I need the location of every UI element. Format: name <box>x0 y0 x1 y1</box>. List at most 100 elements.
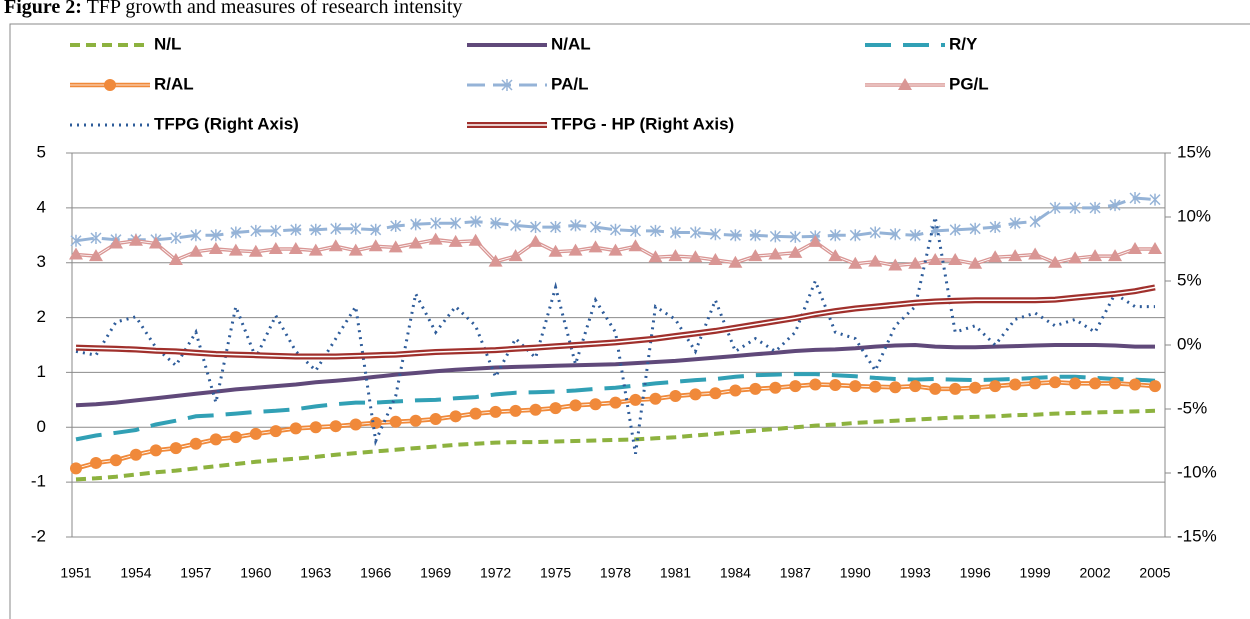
y2-tick-label: -10% <box>1177 462 1217 481</box>
marker <box>669 226 681 239</box>
marker <box>969 381 982 394</box>
marker <box>649 392 662 405</box>
marker <box>350 222 362 235</box>
marker <box>410 218 422 231</box>
y-tick-label: 5 <box>37 142 46 161</box>
marker <box>469 407 482 420</box>
marker <box>1149 193 1161 206</box>
marker <box>629 224 642 237</box>
marker <box>648 250 663 263</box>
marker <box>588 240 603 253</box>
marker <box>1029 377 1042 390</box>
marker <box>1069 377 1082 390</box>
figure-label: Figure 2: <box>4 0 82 18</box>
marker <box>789 230 801 243</box>
marker <box>1048 255 1063 268</box>
marker <box>249 427 262 440</box>
marker <box>328 239 343 252</box>
x-tick-label: 1975 <box>540 565 571 581</box>
marker <box>470 215 482 228</box>
marker <box>269 425 282 438</box>
marker <box>669 390 682 403</box>
marker <box>188 244 203 257</box>
marker <box>104 79 116 91</box>
marker <box>928 252 943 265</box>
marker <box>428 232 443 245</box>
marker <box>609 396 622 409</box>
marker <box>769 381 782 394</box>
marker <box>170 232 182 245</box>
marker <box>510 219 522 232</box>
marker <box>528 234 543 247</box>
marker <box>128 233 143 246</box>
title-text: TFP growth and measures of research inte… <box>87 0 463 18</box>
marker <box>1129 191 1141 204</box>
marker <box>169 442 182 455</box>
marker <box>209 433 222 446</box>
marker <box>549 402 562 415</box>
marker <box>1029 215 1041 228</box>
legend-label: R/AL <box>154 74 194 93</box>
series <box>75 408 1156 482</box>
marker <box>628 239 643 252</box>
series-line <box>75 342 1155 408</box>
marker <box>1069 201 1081 214</box>
marker <box>708 252 723 265</box>
y-tick-label: 3 <box>37 252 46 271</box>
marker <box>248 244 263 257</box>
marker <box>289 422 302 435</box>
marker <box>869 380 882 393</box>
marker <box>1128 242 1143 254</box>
marker <box>129 448 142 461</box>
marker <box>589 221 602 234</box>
series <box>69 376 1162 475</box>
marker <box>709 387 722 400</box>
marker <box>1129 378 1142 391</box>
marker <box>1028 247 1043 260</box>
legend-item: PG/L <box>865 74 989 93</box>
marker <box>1148 242 1163 254</box>
marker <box>490 217 502 230</box>
marker <box>828 249 843 262</box>
series <box>75 342 1155 408</box>
marker <box>228 243 243 256</box>
marker <box>409 414 422 427</box>
marker <box>749 229 761 242</box>
marker <box>88 249 103 262</box>
marker <box>468 233 483 246</box>
marker <box>368 239 383 252</box>
marker <box>509 404 522 417</box>
legend-label: TFPG - HP (Right Axis) <box>551 114 734 133</box>
legend-item: TFPG - HP (Right Axis) <box>467 114 734 133</box>
marker <box>1108 249 1123 262</box>
marker <box>230 226 242 239</box>
marker <box>809 378 822 391</box>
x-tick-label: 1957 <box>180 565 211 581</box>
marker <box>869 226 881 239</box>
marker <box>349 418 362 431</box>
x-tick-label: 1966 <box>360 565 391 581</box>
marker <box>89 456 102 469</box>
series-line <box>75 286 1156 358</box>
marker <box>949 223 961 236</box>
marker <box>149 444 162 457</box>
marker <box>1049 376 1062 389</box>
series <box>75 284 1156 360</box>
marker <box>608 243 623 256</box>
x-tick-label: 1993 <box>900 565 931 581</box>
x-tick-label: 1981 <box>660 565 691 581</box>
marker <box>389 415 402 428</box>
marker <box>948 252 963 265</box>
marker <box>288 242 303 254</box>
y2-tick-label: 5% <box>1177 270 1202 289</box>
legend-item: TFPG (Right Axis) <box>70 114 299 133</box>
marker <box>1149 380 1162 393</box>
marker <box>689 388 702 401</box>
x-tick-label: 1999 <box>1020 565 1051 581</box>
marker <box>1009 378 1022 391</box>
marker <box>430 217 442 230</box>
marker <box>668 249 683 262</box>
x-tick-label: 1963 <box>300 565 331 581</box>
